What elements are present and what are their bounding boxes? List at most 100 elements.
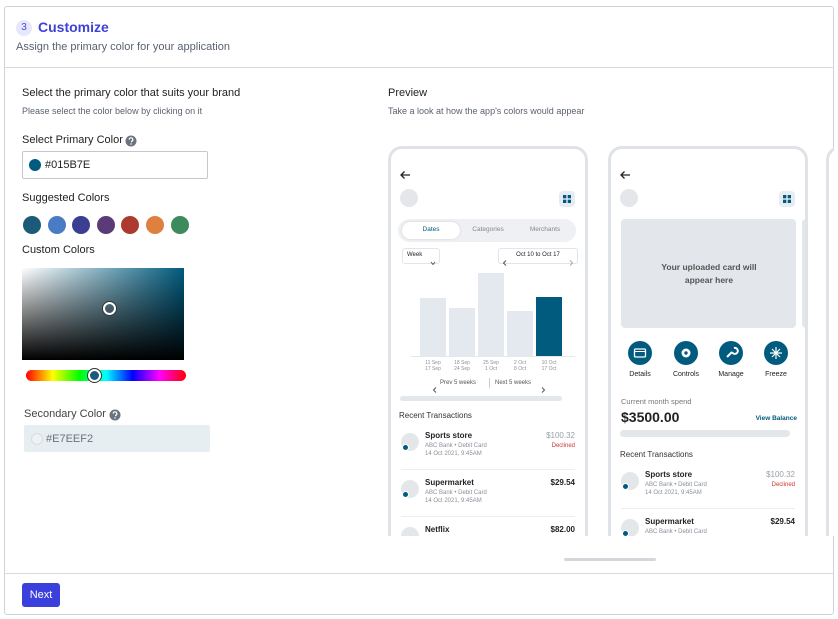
color-swatch[interactable] bbox=[23, 216, 41, 234]
view-balance[interactable]: View Balance bbox=[755, 415, 797, 422]
color-swatch[interactable] bbox=[72, 216, 91, 234]
scroll-bar bbox=[400, 396, 562, 401]
card-placeholder: Your uploaded card will appear here bbox=[621, 219, 796, 328]
color-swatch[interactable] bbox=[96, 216, 115, 234]
next-chevron bbox=[569, 253, 574, 271]
next-chevron-glyph bbox=[569, 260, 574, 266]
card-badge bbox=[622, 530, 629, 536]
primary-label: Select Primary Color bbox=[22, 134, 123, 146]
dropdown-caret bbox=[430, 253, 436, 271]
merchant-name: Sports store bbox=[425, 431, 473, 440]
separator bbox=[489, 378, 490, 388]
merchant-name: Netflix bbox=[425, 525, 450, 534]
action-label[interactable]: Controls bbox=[672, 371, 700, 378]
step-number: 3 bbox=[16, 20, 32, 36]
chart-bar bbox=[449, 308, 475, 356]
color-gradient[interactable] bbox=[22, 268, 184, 360]
transaction-status: Declined bbox=[551, 443, 575, 449]
next-button[interactable]: Next bbox=[22, 583, 60, 607]
transaction-amount: $100.32 bbox=[546, 431, 575, 440]
phone-preview: Dates Categories Merchants Week Oct 10 to Oc… bbox=[388, 146, 588, 536]
merchant-icon bbox=[401, 527, 419, 536]
secondary-input[interactable]: #E7EEF2 bbox=[24, 425, 210, 452]
row-divider bbox=[401, 469, 575, 470]
color-swatch[interactable] bbox=[121, 216, 140, 234]
secondary-label: Secondary Color bbox=[24, 408, 106, 420]
color-swatch[interactable] bbox=[170, 216, 189, 234]
next-card bbox=[802, 219, 805, 328]
week-start: 25 Sep bbox=[483, 360, 499, 366]
action-icon-glyph bbox=[681, 348, 691, 358]
tab[interactable]: Dates bbox=[422, 226, 440, 233]
prev-chevron bbox=[502, 253, 507, 271]
menu-icon bbox=[779, 191, 795, 207]
section-title: Customize bbox=[38, 19, 109, 35]
section-subtitle: Assign the primary color for your applic… bbox=[16, 41, 230, 53]
merchant-icon bbox=[401, 433, 419, 451]
action-icon-glyph bbox=[633, 348, 647, 358]
color-swatch[interactable] bbox=[146, 216, 164, 234]
menu-icon-glyph bbox=[783, 195, 791, 203]
avatar bbox=[620, 189, 638, 207]
period-value: Week bbox=[407, 252, 423, 258]
next-weeks[interactable]: Next 5 weeks bbox=[495, 380, 532, 386]
transaction-time: 14 Oct 2021, 9:45AM bbox=[425, 451, 482, 457]
preview-subtitle: Take a look at how the app's colors woul… bbox=[388, 106, 585, 116]
secondary-swatch bbox=[31, 433, 43, 445]
primary-value: #015B7E bbox=[45, 159, 91, 171]
week-start: 2 Oct bbox=[514, 360, 526, 366]
week-end: 24 Sep bbox=[454, 366, 470, 372]
week-end: 1 Oct bbox=[485, 366, 497, 372]
hue-slider[interactable] bbox=[26, 369, 186, 382]
action-icon-glyph bbox=[726, 346, 739, 358]
help-icon[interactable] bbox=[125, 135, 137, 147]
week-end: 17 Sep bbox=[425, 366, 441, 372]
transaction-amount: $29.54 bbox=[770, 517, 795, 526]
avatar bbox=[400, 189, 418, 207]
prev-chevron-glyph bbox=[502, 260, 507, 266]
card-badge bbox=[402, 491, 409, 498]
left-hint: Please select the color below by clickin… bbox=[22, 106, 203, 116]
chart-bar bbox=[536, 297, 562, 356]
menu-icon-glyph bbox=[563, 195, 571, 203]
prev-chevron bbox=[432, 380, 437, 398]
scroll-indicator bbox=[564, 558, 656, 561]
gradient-handle[interactable] bbox=[103, 302, 116, 315]
period-dropdown[interactable]: Week bbox=[402, 248, 440, 266]
tab[interactable]: Merchants bbox=[529, 226, 561, 233]
primary-input[interactable]: #015B7E bbox=[22, 151, 208, 179]
row-divider bbox=[621, 508, 795, 509]
action-label[interactable]: Manage bbox=[718, 371, 744, 378]
phone-preview bbox=[826, 146, 834, 536]
merchant-name: Sports store bbox=[645, 470, 693, 479]
transaction-meta: ABC Bank • Debit Card bbox=[645, 529, 707, 535]
tab-bar: Dates Categories Merchants bbox=[398, 219, 576, 242]
help-icon[interactable] bbox=[109, 409, 121, 421]
spend-value: $3500.00 bbox=[621, 409, 680, 425]
preview-carousel: Dates Categories Merchants Week Oct 10 to Oc… bbox=[388, 144, 834, 536]
transaction-time: 14 Oct 2021, 9:45AM bbox=[645, 490, 702, 496]
tab[interactable]: Categories bbox=[472, 226, 504, 233]
back-arrow-glyph bbox=[400, 171, 410, 179]
prev-weeks[interactable]: Prev 5 weeks bbox=[440, 380, 477, 386]
hue-handle[interactable] bbox=[88, 369, 101, 382]
spend-bar bbox=[620, 430, 790, 437]
color-swatch[interactable] bbox=[47, 216, 66, 234]
action-label[interactable]: Details bbox=[629, 371, 651, 378]
week-start: 18 Sep bbox=[454, 360, 470, 366]
card-placeholder-text: Your uploaded card will appear here bbox=[661, 262, 757, 285]
merchant-icon bbox=[621, 519, 639, 536]
action-icon-glyph bbox=[770, 347, 782, 359]
dropdown-caret-glyph bbox=[430, 261, 436, 266]
left-heading: Select the primary color that suits your… bbox=[22, 87, 241, 99]
transaction-meta: ABC Bank • Debit Card bbox=[645, 482, 707, 488]
week-end: 17 Oct bbox=[541, 366, 557, 372]
merchant-name: Supermarket bbox=[645, 517, 694, 526]
action-label[interactable]: Freeze bbox=[765, 371, 787, 378]
back-arrow-glyph bbox=[620, 171, 630, 179]
action-icon bbox=[628, 341, 652, 365]
transaction-meta: ABC Bank • Debit Card bbox=[425, 490, 487, 496]
transaction-amount: $29.54 bbox=[550, 478, 575, 487]
transaction-time: 14 Oct 2021, 9:45AM bbox=[425, 498, 482, 504]
